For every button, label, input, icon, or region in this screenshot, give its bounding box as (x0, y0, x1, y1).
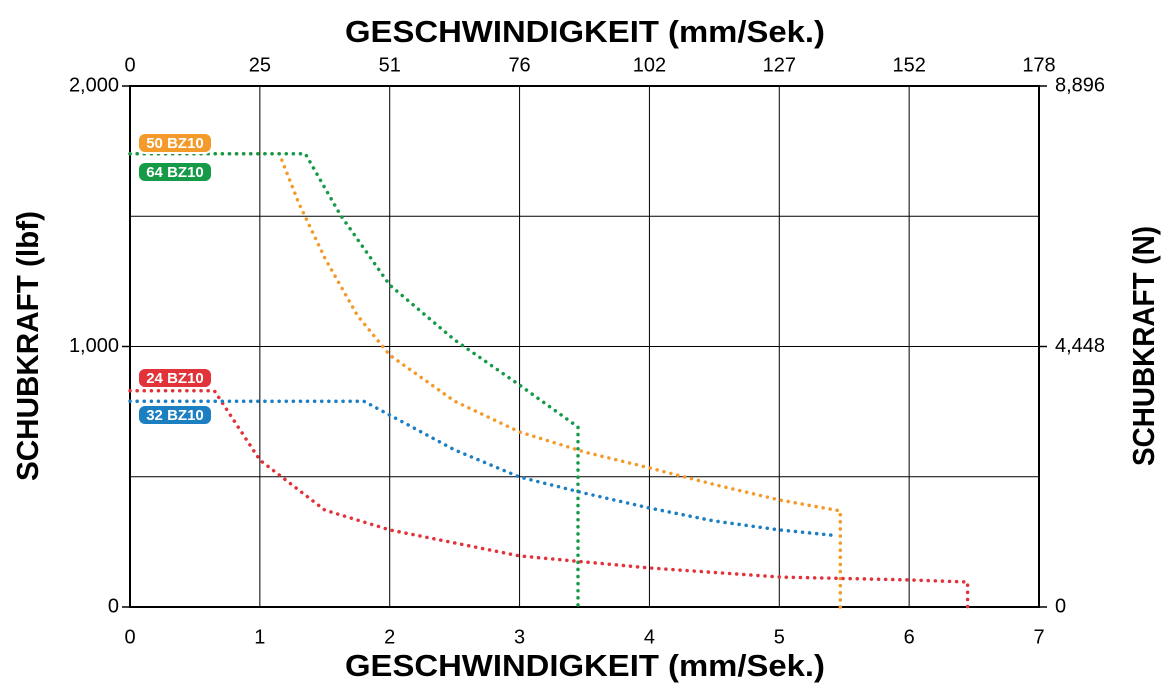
x-tick-label: 4 (644, 626, 655, 648)
series-line (128, 151, 843, 609)
legend-badge (137, 132, 213, 154)
series-line (128, 151, 580, 609)
y-tick-label: 1,000 (69, 335, 119, 357)
legend-label: 32 BZ10 (146, 407, 204, 424)
y2-tick-label: 8,896 (1055, 74, 1105, 96)
legend-badge (137, 367, 213, 389)
y2-tick-label: 4,448 (1055, 335, 1105, 357)
x2-tick-label: 102 (633, 54, 666, 76)
x2-tick-label: 25 (249, 54, 271, 76)
series-line (128, 399, 833, 537)
x2-axis-title: GESCHWINDIGKEIT (mm/Sek.) (345, 14, 825, 49)
x-tick-label: 3 (514, 626, 525, 648)
series-line (128, 389, 970, 609)
x-tick-label: 6 (904, 626, 915, 648)
y2-tick-label: 0 (1055, 595, 1066, 617)
x-tick-label: 5 (774, 626, 785, 648)
y2-axis-title: SCHUBKRAFT (N) (1126, 226, 1161, 466)
x-tick-label: 0 (124, 626, 135, 648)
x2-tick-label: 152 (892, 54, 925, 76)
x2-tick-label: 51 (379, 54, 401, 76)
x-tick-label: 2 (384, 626, 395, 648)
y-tick-label: 2,000 (69, 74, 119, 96)
legend-label: 24 BZ10 (146, 370, 204, 387)
legend-label: 64 BZ10 (146, 164, 204, 181)
legend-badge (137, 161, 213, 183)
x2-tick-label: 127 (763, 54, 796, 76)
y-tick-label: 0 (108, 595, 119, 617)
x2-tick-label: 178 (1022, 54, 1055, 76)
x2-tick-label: 76 (508, 54, 530, 76)
y-axis-title: SCHUBKRAFT (lbf) (10, 211, 45, 481)
x-tick-label: 1 (254, 626, 265, 648)
x-tick-label: 7 (1033, 626, 1044, 648)
legend-label: 50 BZ10 (146, 135, 204, 152)
legend-badge (137, 404, 213, 426)
x-axis-title: GESCHWINDIGKEIT (mm/Sek.) (345, 648, 825, 683)
x2-tick-label: 0 (124, 54, 135, 76)
